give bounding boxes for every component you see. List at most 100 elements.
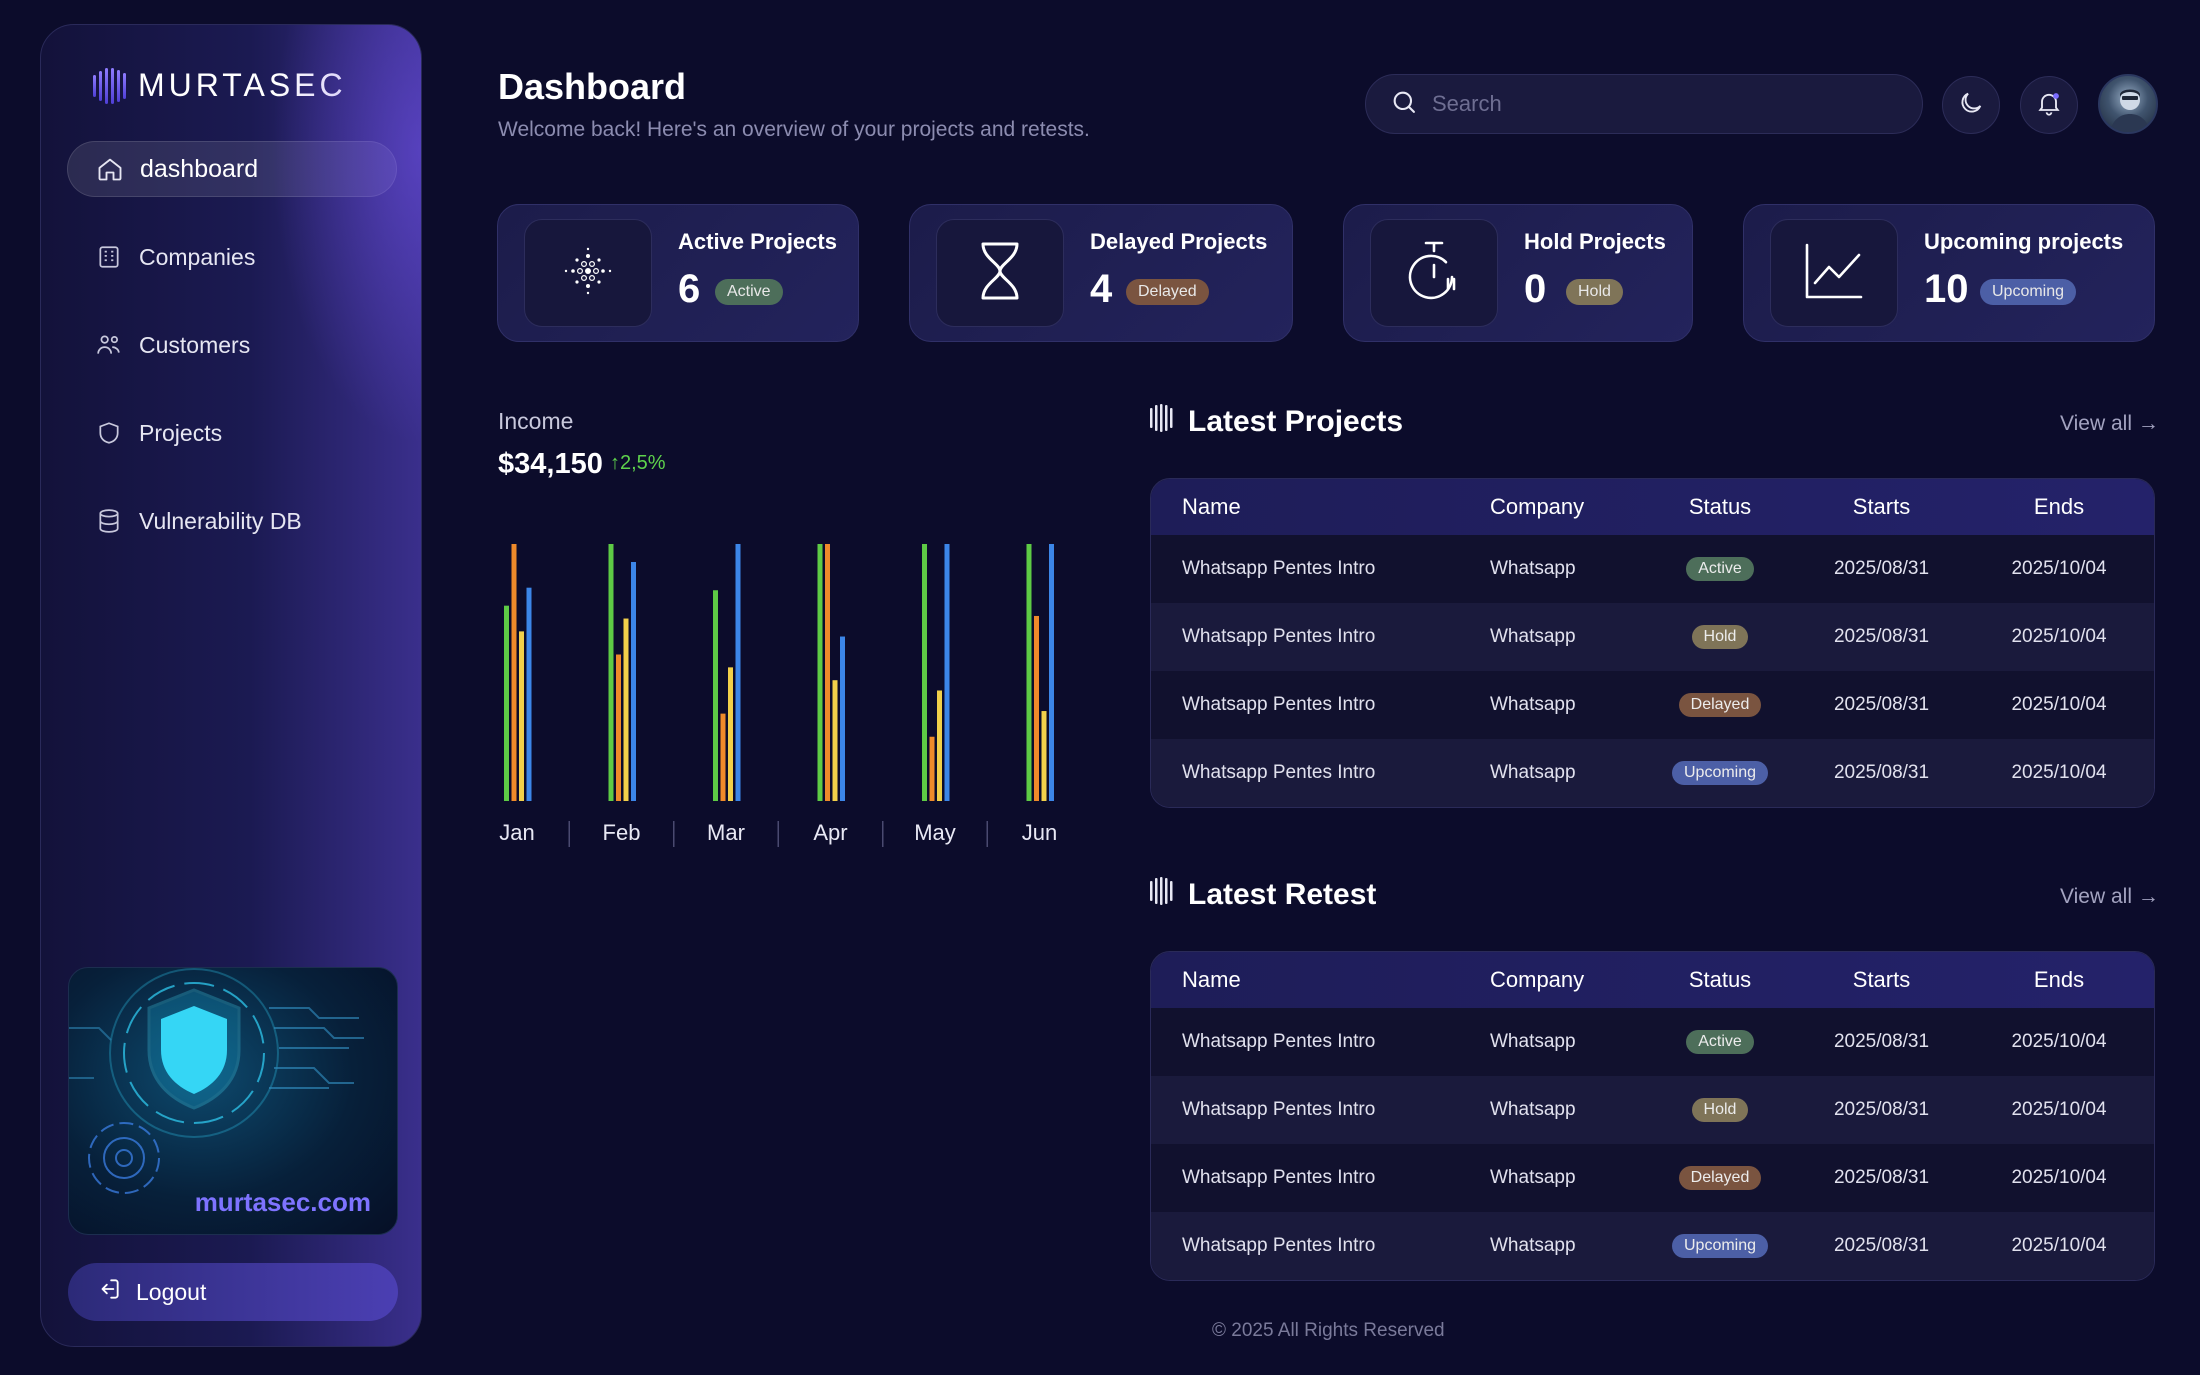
- promo-domain[interactable]: murtasec.com: [194, 1187, 371, 1217]
- cell-name: Whatsapp Pentes Intro: [1182, 1031, 1376, 1052]
- stat-card-hold[interactable]: Hold Projects 0 Hold: [1343, 204, 1693, 342]
- chart-bar: [616, 654, 621, 801]
- moon-icon: [1957, 89, 1985, 122]
- column-header[interactable]: Name: [1182, 494, 1241, 519]
- cell-company: Whatsapp: [1490, 1099, 1576, 1120]
- table-row[interactable]: Whatsapp Pentes Intro Whatsapp Upcoming …: [1151, 739, 2154, 807]
- home-icon: [96, 155, 124, 183]
- sidebar-item-vulnerability-db[interactable]: Vulnerability DB: [67, 493, 397, 549]
- cell-ends: 2025/10/04: [2011, 626, 2107, 647]
- column-header[interactable]: Starts: [1852, 494, 1911, 519]
- cardano-dots-icon: [558, 241, 618, 306]
- sidebar-item-companies[interactable]: Companies: [67, 229, 397, 285]
- brand-logo[interactable]: MURTASEC: [93, 67, 347, 104]
- income-change: ↑2,5%: [610, 452, 666, 475]
- arrow-up-icon: ↑: [610, 452, 620, 474]
- sidebar-item-label: Customers: [139, 331, 251, 358]
- status-badge: Active: [715, 279, 783, 305]
- sidebar-item-customers[interactable]: Customers: [67, 317, 397, 373]
- column-header[interactable]: Company: [1490, 967, 1585, 992]
- table-row[interactable]: Whatsapp Pentes Intro Whatsapp Delayed 2…: [1151, 1144, 2154, 1212]
- stat-icon-box: [936, 219, 1064, 327]
- table-row[interactable]: Whatsapp Pentes Intro Whatsapp Hold 2025…: [1151, 603, 2154, 671]
- section-title-text: Latest Retest: [1188, 878, 1377, 911]
- column-header[interactable]: Company: [1490, 494, 1585, 519]
- cell-company: Whatsapp: [1490, 558, 1576, 579]
- search-bar[interactable]: [1365, 74, 1923, 134]
- chart-bar: [944, 544, 950, 801]
- notifications-button[interactable]: [2020, 76, 2078, 134]
- table-row[interactable]: Whatsapp Pentes Intro Whatsapp Hold 2025…: [1151, 1076, 2154, 1144]
- status-badge: Active: [1686, 557, 1754, 581]
- table-row[interactable]: Whatsapp Pentes Intro Whatsapp Active 20…: [1151, 1008, 2154, 1076]
- chart-bar: [608, 544, 614, 801]
- stat-icon-box: [524, 219, 652, 327]
- cell-starts: 2025/08/31: [1833, 558, 1930, 579]
- table-header: Name Company Status Starts Ends: [1151, 479, 2154, 535]
- column-header[interactable]: Ends: [2033, 494, 2085, 519]
- stat-value: 0: [1524, 267, 1547, 311]
- user-avatar[interactable]: [2098, 74, 2158, 134]
- table-row[interactable]: Whatsapp Pentes Intro Whatsapp Upcoming …: [1151, 1212, 2154, 1280]
- cell-ends: 2025/10/04: [2011, 762, 2107, 783]
- column-header[interactable]: Ends: [2033, 967, 2085, 992]
- latest-retest-title: Latest Retest: [1150, 877, 1376, 913]
- view-all-retests-link[interactable]: View all →: [2060, 885, 2159, 908]
- stat-icon-box: [1370, 219, 1498, 327]
- chart-tick-label: Jan: [499, 820, 534, 845]
- column-header[interactable]: Status: [1688, 494, 1752, 519]
- chart-bar: [1049, 544, 1054, 801]
- cell-name: Whatsapp Pentes Intro: [1182, 1099, 1376, 1120]
- chart-bar: [511, 544, 517, 801]
- table-row[interactable]: Whatsapp Pentes Intro Whatsapp Active 20…: [1151, 535, 2154, 603]
- chart-bar: [735, 544, 741, 801]
- cell-starts: 2025/08/31: [1833, 626, 1930, 647]
- sidebar-item-dashboard[interactable]: dashboard: [67, 141, 397, 197]
- view-all-projects-link[interactable]: View all →: [2060, 412, 2159, 435]
- cell-name: Whatsapp Pentes Intro: [1182, 1167, 1376, 1188]
- status-badge: Delayed: [1126, 279, 1209, 305]
- chart-bar: [832, 680, 838, 801]
- sidebar-item-projects[interactable]: Projects: [67, 405, 397, 461]
- theme-toggle-button[interactable]: [1942, 76, 2000, 134]
- cell-ends: 2025/10/04: [2011, 1235, 2107, 1256]
- chart-bar: [623, 618, 629, 801]
- table-row[interactable]: Whatsapp Pentes Intro Whatsapp Delayed 2…: [1151, 671, 2154, 739]
- latest-projects-title: Latest Projects: [1150, 404, 1403, 440]
- stat-label: Hold Projects: [1524, 229, 1666, 254]
- column-header[interactable]: Starts: [1852, 967, 1911, 992]
- stat-card-active[interactable]: Active Projects 6 Active: [497, 204, 859, 342]
- database-icon: [95, 507, 123, 535]
- stat-card-delayed[interactable]: Delayed Projects 4 Delayed: [909, 204, 1293, 342]
- shield-icon: [95, 419, 123, 447]
- chart-bar: [526, 587, 532, 801]
- logout-label: Logout: [136, 1278, 207, 1305]
- stopwatch-icon: [1404, 239, 1464, 308]
- income-value: $34,150: [498, 448, 603, 480]
- bars-icon: [1150, 404, 1176, 440]
- sidebar-item-label: Projects: [139, 419, 223, 446]
- bars-icon: [1150, 877, 1176, 913]
- search-input[interactable]: [1432, 91, 1892, 117]
- chart-bar: [519, 631, 524, 801]
- income-chart: Jan Feb Mar Apr May Jun: [499, 544, 1057, 847]
- column-header[interactable]: Status: [1688, 967, 1752, 992]
- chart-tick-label: Mar: [707, 820, 745, 845]
- chart-bar: [728, 667, 733, 801]
- cell-ends: 2025/10/04: [2011, 1167, 2107, 1188]
- cell-name: Whatsapp Pentes Intro: [1182, 762, 1376, 783]
- logo-mark-icon: [93, 67, 126, 104]
- chart-bar: [825, 544, 830, 801]
- income-label: Income: [498, 408, 574, 434]
- cell-company: Whatsapp: [1490, 626, 1576, 647]
- status-badge: Delayed: [1678, 693, 1762, 717]
- column-header[interactable]: Name: [1182, 967, 1241, 992]
- cell-ends: 2025/10/04: [2011, 1099, 2107, 1120]
- logout-button[interactable]: Logout: [68, 1263, 398, 1321]
- cell-company: Whatsapp: [1490, 694, 1576, 715]
- stat-card-upcoming[interactable]: Upcoming projects 10 Upcoming: [1743, 204, 2155, 342]
- status-badge: Upcoming: [1980, 279, 2077, 305]
- stat-label: Active Projects: [678, 229, 837, 254]
- chart-tick-label: Feb: [603, 820, 641, 845]
- latest-retest-table: Name Company Status Starts Ends Whatsapp…: [1150, 951, 2155, 1281]
